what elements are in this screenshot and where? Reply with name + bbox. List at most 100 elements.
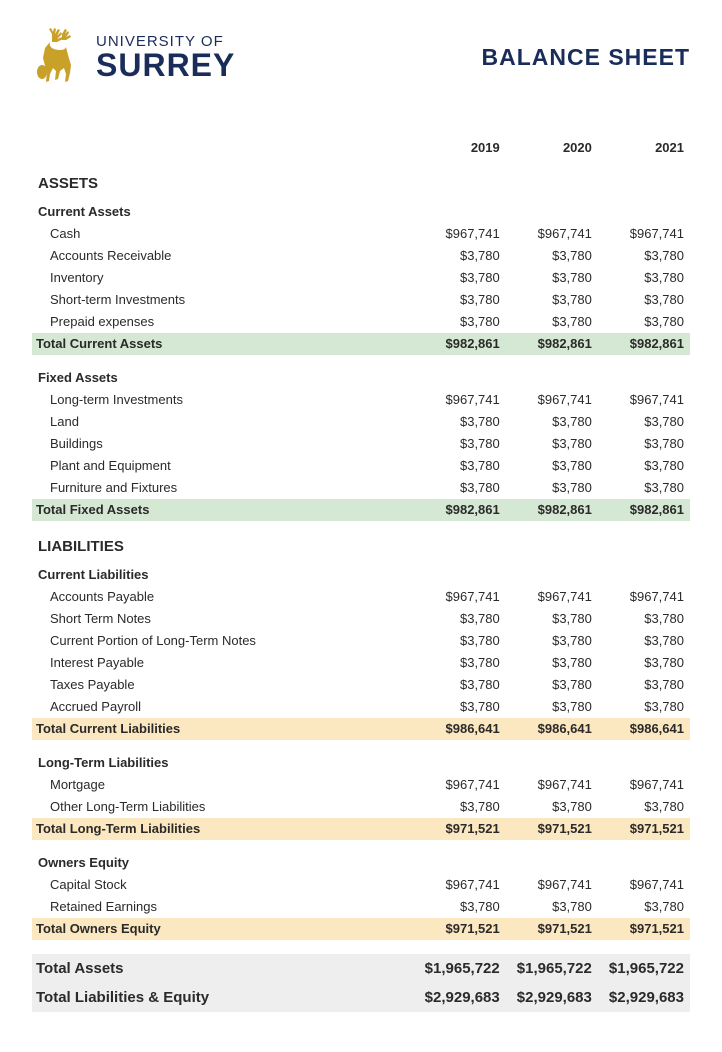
row-value: $3,780 bbox=[506, 608, 598, 630]
total-fixed-assets-row: Total Fixed Assets $982,861 $982,861 $98… bbox=[32, 499, 690, 521]
row-value: $3,780 bbox=[414, 608, 506, 630]
row-value: $3,780 bbox=[598, 289, 690, 311]
total-liabilities-equity-row: Total Liabilities & Equity $2,929,683 $2… bbox=[32, 983, 690, 1012]
liabilities-section-label: LIABILITIES bbox=[32, 528, 690, 559]
row-value: $3,780 bbox=[506, 630, 598, 652]
row-value: $3,780 bbox=[414, 245, 506, 267]
document-header: UNIVERSITY OF SURREY BALANCE SHEET bbox=[32, 28, 690, 86]
row-value: $967,741 bbox=[598, 223, 690, 245]
row-label: Accounts Receivable bbox=[32, 245, 414, 267]
row-value: $3,780 bbox=[598, 433, 690, 455]
row-value: $967,741 bbox=[414, 389, 506, 411]
year-col-1: 2020 bbox=[506, 136, 598, 165]
row-label: Furniture and Fixtures bbox=[32, 477, 414, 499]
logo-text: UNIVERSITY OF SURREY bbox=[96, 34, 235, 81]
table-row: Short Term Notes$3,780$3,780$3,780 bbox=[32, 608, 690, 630]
table-row: Interest Payable$3,780$3,780$3,780 bbox=[32, 652, 690, 674]
row-label: Accounts Payable bbox=[32, 586, 414, 608]
table-row: Buildings$3,780$3,780$3,780 bbox=[32, 433, 690, 455]
row-label: Mortgage bbox=[32, 774, 414, 796]
row-value: $967,741 bbox=[506, 874, 598, 896]
row-value: $3,780 bbox=[506, 796, 598, 818]
table-row: Accounts Receivable$3,780$3,780$3,780 bbox=[32, 245, 690, 267]
row-value: $3,780 bbox=[598, 674, 690, 696]
table-row: Prepaid expenses$3,780$3,780$3,780 bbox=[32, 311, 690, 333]
table-row: Cash$967,741$967,741$967,741 bbox=[32, 223, 690, 245]
row-label: Plant and Equipment bbox=[32, 455, 414, 477]
current-liabilities-label: Current Liabilities bbox=[32, 559, 690, 586]
total-liabilities-equity-label: Total Liabilities & Equity bbox=[32, 983, 414, 1012]
total-owners-equity-row: Total Owners Equity $971,521 $971,521 $9… bbox=[32, 918, 690, 940]
table-row: Furniture and Fixtures$3,780$3,780$3,780 bbox=[32, 477, 690, 499]
row-value: $967,741 bbox=[506, 586, 598, 608]
row-value: $3,780 bbox=[506, 896, 598, 918]
table-row: Accounts Payable$967,741$967,741$967,741 bbox=[32, 586, 690, 608]
row-value: $3,780 bbox=[506, 696, 598, 718]
year-col-2: 2021 bbox=[598, 136, 690, 165]
row-value: $3,780 bbox=[414, 674, 506, 696]
year-col-0: 2019 bbox=[414, 136, 506, 165]
table-row: Other Long-Term Liabilities$3,780$3,780$… bbox=[32, 796, 690, 818]
total-current-assets-row: Total Current Assets $982,861 $982,861 $… bbox=[32, 333, 690, 355]
logo-surrey: SURREY bbox=[96, 49, 235, 81]
stag-icon bbox=[32, 28, 84, 86]
document-title: BALANCE SHEET bbox=[481, 44, 690, 71]
row-value: $967,741 bbox=[506, 389, 598, 411]
row-value: $3,780 bbox=[414, 411, 506, 433]
total-longterm-liabilities-row: Total Long-Term Liabilities $971,521 $97… bbox=[32, 818, 690, 840]
row-value: $3,780 bbox=[598, 608, 690, 630]
total-assets-label: Total Assets bbox=[32, 954, 414, 983]
row-value: $3,780 bbox=[598, 796, 690, 818]
row-value: $3,780 bbox=[414, 896, 506, 918]
row-value: $3,780 bbox=[414, 433, 506, 455]
row-value: $3,780 bbox=[506, 477, 598, 499]
table-row: Long-term Investments$967,741$967,741$96… bbox=[32, 389, 690, 411]
row-label: Capital Stock bbox=[32, 874, 414, 896]
row-label: Taxes Payable bbox=[32, 674, 414, 696]
row-value: $967,741 bbox=[598, 774, 690, 796]
row-value: $3,780 bbox=[506, 289, 598, 311]
row-value: $3,780 bbox=[414, 289, 506, 311]
longterm-liabilities-label: Long-Term Liabilities bbox=[32, 747, 690, 774]
year-header-row: 2019 2020 2021 bbox=[32, 136, 690, 165]
row-value: $3,780 bbox=[506, 267, 598, 289]
total-longterm-liabilities-label: Total Long-Term Liabilities bbox=[32, 818, 414, 840]
row-label: Retained Earnings bbox=[32, 896, 414, 918]
row-value: $3,780 bbox=[414, 796, 506, 818]
row-value: $967,741 bbox=[598, 874, 690, 896]
row-value: $3,780 bbox=[414, 267, 506, 289]
row-value: $3,780 bbox=[598, 652, 690, 674]
row-value: $3,780 bbox=[414, 630, 506, 652]
row-value: $967,741 bbox=[414, 223, 506, 245]
row-value: $3,780 bbox=[506, 455, 598, 477]
total-current-liabilities-label: Total Current Liabilities bbox=[32, 718, 414, 740]
row-label: Short Term Notes bbox=[32, 608, 414, 630]
row-value: $3,780 bbox=[414, 455, 506, 477]
total-current-liabilities-row: Total Current Liabilities $986,641 $986,… bbox=[32, 718, 690, 740]
row-value: $3,780 bbox=[598, 630, 690, 652]
table-row: Inventory$3,780$3,780$3,780 bbox=[32, 267, 690, 289]
row-value: $3,780 bbox=[414, 311, 506, 333]
table-row: Accrued Payroll$3,780$3,780$3,780 bbox=[32, 696, 690, 718]
table-row: Taxes Payable$3,780$3,780$3,780 bbox=[32, 674, 690, 696]
row-label: Accrued Payroll bbox=[32, 696, 414, 718]
row-value: $3,780 bbox=[598, 696, 690, 718]
row-value: $3,780 bbox=[506, 411, 598, 433]
row-label: Buildings bbox=[32, 433, 414, 455]
owners-equity-label: Owners Equity bbox=[32, 847, 690, 874]
assets-section-label: ASSETS bbox=[32, 165, 690, 196]
row-value: $3,780 bbox=[598, 267, 690, 289]
row-value: $967,741 bbox=[506, 774, 598, 796]
row-value: $3,780 bbox=[506, 674, 598, 696]
logo-block: UNIVERSITY OF SURREY bbox=[32, 28, 235, 86]
row-label: Inventory bbox=[32, 267, 414, 289]
row-value: $3,780 bbox=[598, 477, 690, 499]
row-label: Short-term Investments bbox=[32, 289, 414, 311]
row-label: Land bbox=[32, 411, 414, 433]
row-value: $3,780 bbox=[506, 311, 598, 333]
table-row: Land$3,780$3,780$3,780 bbox=[32, 411, 690, 433]
table-row: Plant and Equipment$3,780$3,780$3,780 bbox=[32, 455, 690, 477]
row-value: $967,741 bbox=[506, 223, 598, 245]
row-value: $3,780 bbox=[598, 245, 690, 267]
row-value: $967,741 bbox=[598, 586, 690, 608]
